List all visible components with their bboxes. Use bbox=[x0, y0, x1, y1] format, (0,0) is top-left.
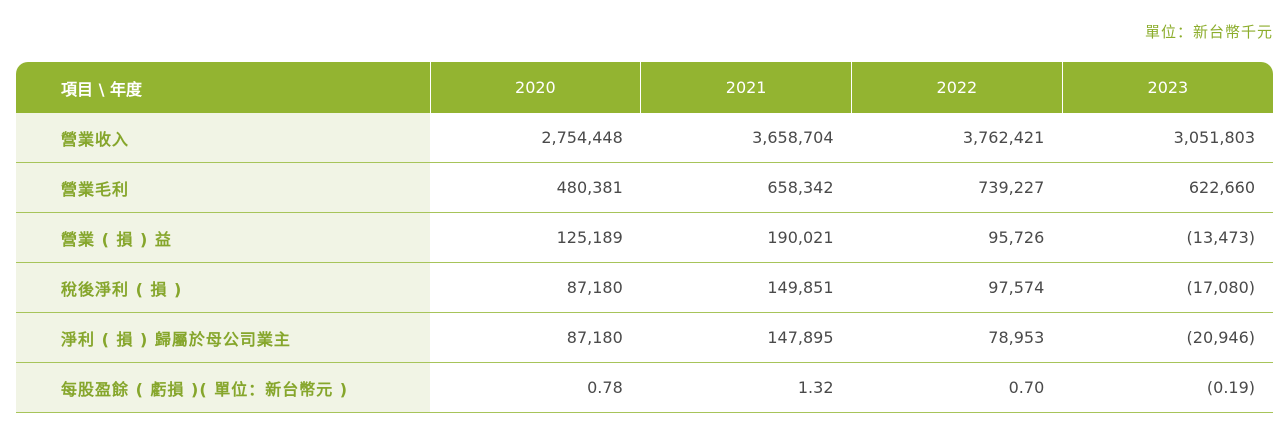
row-label: 營業 ( 損 ) 益 bbox=[16, 212, 430, 263]
cell-value: 149,851 bbox=[640, 262, 852, 313]
cell-value: 480,381 bbox=[430, 162, 641, 213]
table-row: 營業毛利 480,381 658,342 739,227 622,660 bbox=[16, 162, 1273, 213]
table-row: 每股盈餘 ( 虧損 )( 單位：新台幣元 ) 0.78 1.32 0.70 (0… bbox=[16, 362, 1273, 413]
cell-value: (17,080) bbox=[1062, 262, 1273, 313]
cell-value: 3,051,803 bbox=[1062, 113, 1273, 163]
financial-table: 項目 \ 年度 2020 2021 2022 2023 營業收入 2,754,4… bbox=[16, 62, 1273, 413]
cell-value: 125,189 bbox=[430, 212, 641, 263]
header-label: 項目 \ 年度 bbox=[16, 62, 430, 113]
cell-value: 87,180 bbox=[430, 262, 641, 313]
row-label: 每股盈餘 ( 虧損 )( 單位：新台幣元 ) bbox=[16, 362, 430, 413]
cell-value: 87,180 bbox=[430, 312, 641, 363]
table-row: 營業 ( 損 ) 益 125,189 190,021 95,726 (13,47… bbox=[16, 212, 1273, 263]
cell-value: 0.70 bbox=[851, 362, 1063, 413]
cell-value: 3,762,421 bbox=[851, 113, 1063, 163]
cell-value: (20,946) bbox=[1062, 312, 1273, 363]
cell-value: 0.78 bbox=[430, 362, 641, 413]
row-label: 淨利 ( 損 ) 歸屬於母公司業主 bbox=[16, 312, 430, 363]
table-row: 淨利 ( 損 ) 歸屬於母公司業主 87,180 147,895 78,953 … bbox=[16, 312, 1273, 363]
header-year: 2023 bbox=[1061, 62, 1273, 113]
row-label: 稅後淨利 ( 損 ) bbox=[16, 262, 430, 313]
header-year: 2022 bbox=[851, 62, 1063, 113]
cell-value: 658,342 bbox=[640, 162, 852, 213]
cell-value: 2,754,448 bbox=[430, 113, 641, 163]
cell-value: 1.32 bbox=[640, 362, 852, 413]
header-row: 項目 \ 年度 2020 2021 2022 2023 bbox=[16, 62, 1273, 113]
cell-value: 78,953 bbox=[851, 312, 1063, 363]
unit-note: 單位：新台幣千元 bbox=[1144, 23, 1273, 41]
header-year: 2020 bbox=[429, 62, 641, 113]
cell-value: (13,473) bbox=[1062, 212, 1273, 263]
cell-value: 147,895 bbox=[640, 312, 852, 363]
cell-value: 95,726 bbox=[851, 212, 1063, 263]
cell-value: 622,660 bbox=[1062, 162, 1273, 213]
cell-value: 3,658,704 bbox=[640, 113, 852, 163]
cell-value: 97,574 bbox=[851, 262, 1063, 313]
table-row: 稅後淨利 ( 損 ) 87,180 149,851 97,574 (17,080… bbox=[16, 262, 1273, 313]
table-row: 營業收入 2,754,448 3,658,704 3,762,421 3,051… bbox=[16, 113, 1273, 163]
row-label: 營業毛利 bbox=[16, 162, 430, 213]
cell-value: (0.19) bbox=[1062, 362, 1273, 413]
header-year: 2021 bbox=[640, 62, 852, 113]
cell-value: 739,227 bbox=[851, 162, 1063, 213]
cell-value: 190,021 bbox=[640, 212, 852, 263]
row-label: 營業收入 bbox=[16, 113, 430, 163]
